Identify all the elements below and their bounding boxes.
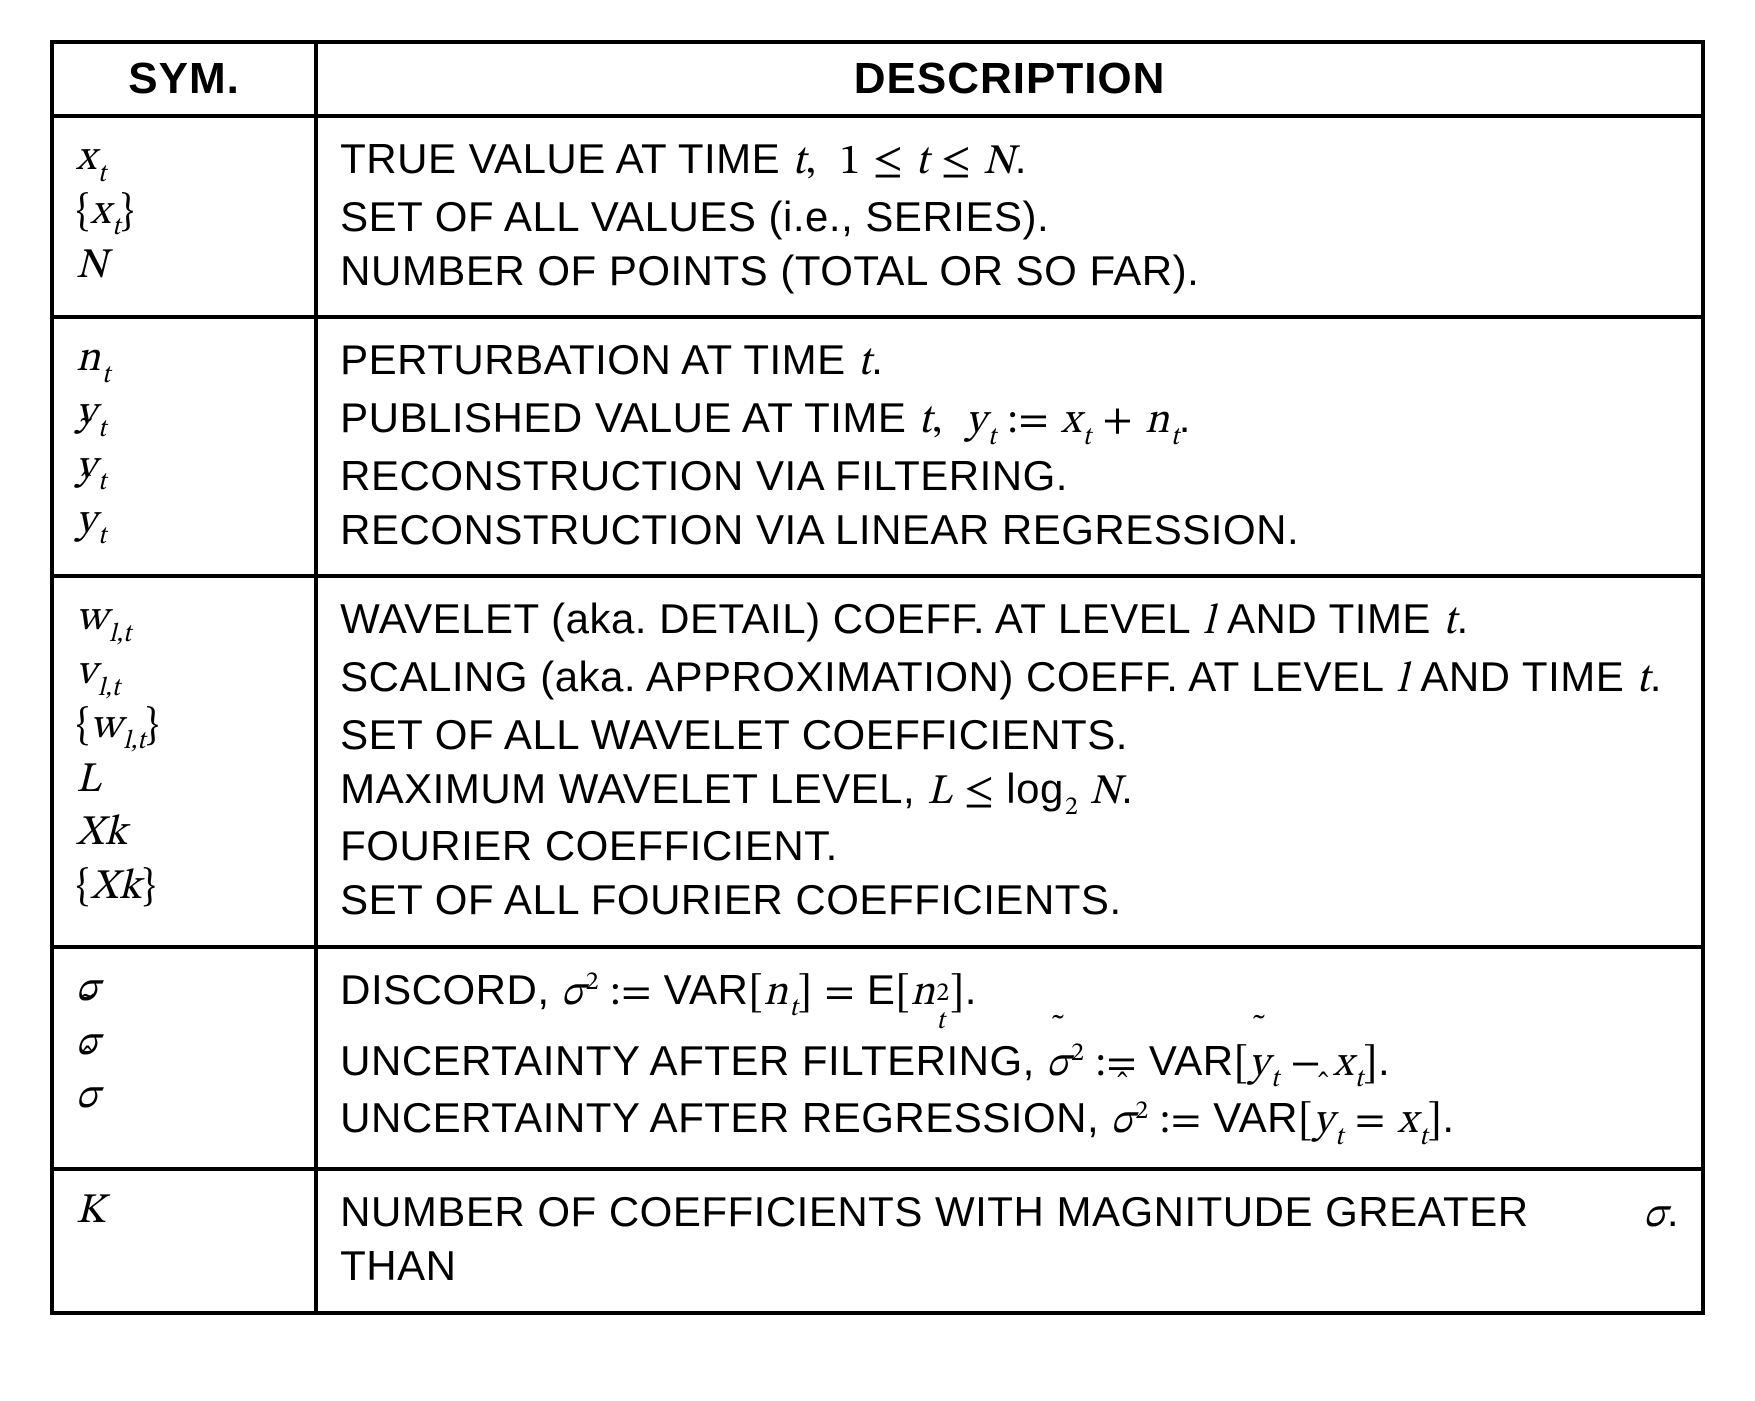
desc-cell: WAVELET (aka. DETAIL) COEFF. AT LEVEL l …	[316, 576, 1703, 947]
desc-text: NUMBER OF POINTS (TOTAL OR SO FAR).	[340, 244, 1199, 298]
desc-cell: TRUE VALUE AT TIME t, 1≤t≤N. SET OF ALL …	[316, 116, 1703, 317]
table-row: wl,t vl,t {wl,t} L Xk {Xk} WAVELET (aka.…	[52, 576, 1703, 947]
sym-cell: nt yt yt yt	[52, 317, 316, 576]
header-desc: DESCRIPTION	[316, 42, 1703, 116]
desc-text: SCALING (aka. APPROXIMATION) COEFF. AT L…	[340, 650, 1384, 704]
table-row: xt {xt} N TRUE VALUE AT TIME t, 1≤t≤N. S…	[52, 116, 1703, 317]
desc-text: MAXIMUM WAVELET LEVEL,	[340, 762, 915, 816]
desc-text: UNCERTAINTY AFTER FILTERING,	[340, 1034, 1035, 1088]
desc-cell: NUMBER OF COEFFICIENTS WITH MAGNITUDE GR…	[316, 1169, 1703, 1313]
sym-cell: σ σ σ	[52, 947, 316, 1169]
desc-text: DISCORD,	[340, 963, 549, 1017]
desc-text: PERTURBATION AT TIME	[340, 333, 846, 387]
desc-text: NUMBER OF COEFFICIENTS WITH MAGNITUDE GR…	[340, 1185, 1632, 1293]
table-row: nt yt yt yt PERTURBATION AT TIME t. PUBL…	[52, 317, 1703, 576]
sym-cell: xt {xt} N	[52, 116, 316, 317]
table-row: K NUMBER OF COEFFICIENTS WITH MAGNITUDE …	[52, 1169, 1703, 1313]
table-header-row: SYM. DESCRIPTION	[52, 42, 1703, 116]
sym-cell: K	[52, 1169, 316, 1313]
desc-text: UNCERTAINTY AFTER REGRESSION,	[340, 1091, 1099, 1145]
desc-text: RECONSTRUCTION VIA LINEAR REGRESSION.	[340, 503, 1299, 557]
page: SYM. DESCRIPTION xt {xt} N TRUE VALUE AT…	[0, 0, 1755, 1401]
desc-text: SET OF ALL FOURIER COEFFICIENTS.	[340, 873, 1121, 927]
desc-text: WAVELET (aka. DETAIL) COEFF. AT LEVEL	[340, 592, 1191, 646]
desc-cell: DISCORD, σ2 := VAR[nt] = E[n2t]. UNCERTA…	[316, 947, 1703, 1169]
table-row: σ σ σ DISCORD, σ2 := VAR[nt] = E[n2t]. U…	[52, 947, 1703, 1169]
desc-text: SET OF ALL WAVELET COEFFICIENTS.	[340, 708, 1128, 762]
notation-table: SYM. DESCRIPTION xt {xt} N TRUE VALUE AT…	[50, 40, 1705, 1315]
sym-cell: wl,t vl,t {wl,t} L Xk {Xk}	[52, 576, 316, 947]
desc-text: FOURIER COEFFICIENT.	[340, 819, 838, 873]
desc-text: TRUE VALUE AT TIME	[340, 132, 780, 186]
desc-cell: PERTURBATION AT TIME t. PUBLISHED VALUE …	[316, 317, 1703, 576]
desc-text: PUBLISHED VALUE AT TIME	[340, 391, 906, 445]
desc-text: AND TIME	[1420, 650, 1624, 704]
desc-text: SET OF ALL VALUES (i.e., SERIES).	[340, 190, 1049, 244]
header-sym: SYM.	[52, 42, 316, 116]
desc-text: AND TIME	[1227, 592, 1431, 646]
desc-text: RECONSTRUCTION VIA FILTERING.	[340, 449, 1068, 503]
